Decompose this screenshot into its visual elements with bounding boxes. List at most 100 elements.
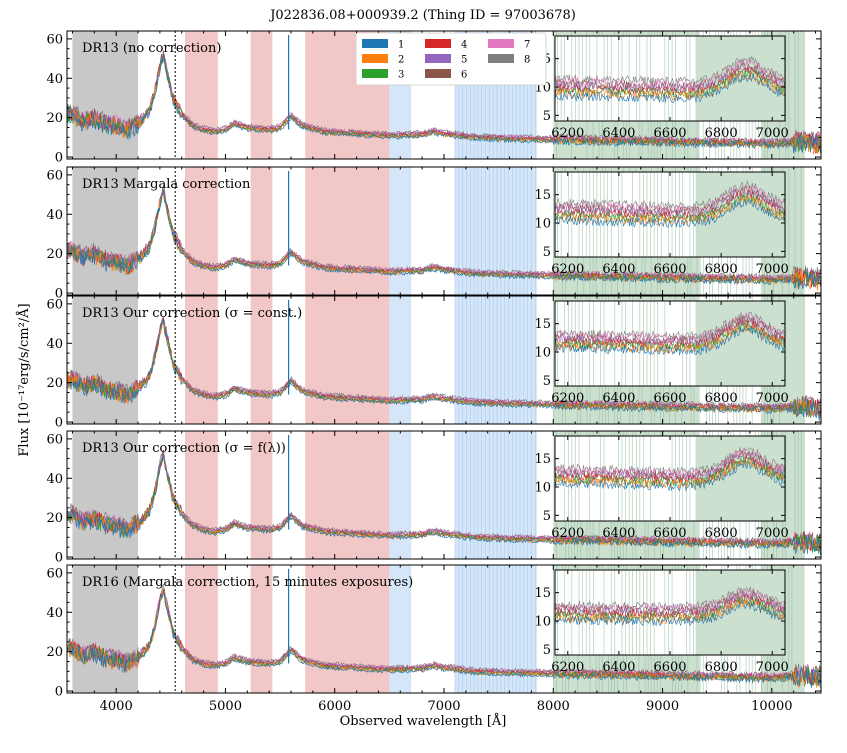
- figure-title: J022836.08+000939.2 (Thing ID = 97003678…: [268, 8, 576, 23]
- inset-x-tick-label: 6800: [705, 126, 738, 141]
- shaded-region-red-3: [305, 431, 390, 559]
- y-tick-label: 60: [46, 297, 63, 312]
- panel-5: 0 20 40 60 DR16 (Margala correction, 15 minu…: [46, 564, 822, 714]
- spectrum-1: [67, 190, 821, 290]
- inset-y-tick-label: 10: [534, 615, 551, 630]
- inset-y-tick-label: 15: [534, 317, 551, 332]
- inset-x-tick-label: 6200: [551, 526, 584, 541]
- legend-swatch-7: [488, 39, 514, 48]
- y-tick-label: 60: [46, 168, 63, 183]
- inset-spectrum-4: [555, 594, 785, 620]
- inset-x-tick-label: 6800: [705, 262, 738, 277]
- inset-y-tick-label: 5: [543, 643, 551, 658]
- inset-x-tick-label: 6200: [551, 391, 584, 406]
- legend-swatch-1: [362, 39, 388, 48]
- panel-label: DR13 Margala correction: [82, 177, 251, 192]
- y-tick-label: 60: [46, 566, 63, 581]
- y-tick-label: 40: [46, 208, 63, 223]
- inset-x-tick-label: 6600: [653, 526, 686, 541]
- spectrum-6: [67, 190, 821, 288]
- panel-label: DR13 (no correction): [82, 41, 221, 56]
- inset-spectrum-8: [555, 446, 785, 477]
- shaded-region-blue-1: [389, 167, 412, 295]
- shaded-region-blue-1: [389, 565, 412, 693]
- panel-label: DR13 Our correction (σ = const.): [82, 306, 302, 321]
- legend-swatch-3: [362, 69, 388, 78]
- x-tick-label: 10000: [751, 699, 792, 714]
- inset-x-tick-label: 7000: [756, 126, 789, 141]
- y-tick-label: 40: [46, 472, 63, 487]
- panel-4: 0 20 40 60 DR13 Our correction (σ = f(λ)) 620…: [46, 430, 822, 566]
- inset-spectrum-8: [555, 311, 785, 341]
- legend-swatch-4: [425, 39, 451, 48]
- legend-entry-2: 2: [398, 55, 404, 66]
- legend-swatch-8: [488, 54, 514, 63]
- inset-spectrum-1: [555, 600, 785, 627]
- inset-y-tick-label: 5: [543, 509, 551, 524]
- y-axis-label: Flux [10⁻¹⁷erg/s/cm²/Å]: [16, 303, 32, 456]
- inset-x-tick-label: 6400: [602, 126, 635, 141]
- shaded-region-red-1: [185, 565, 218, 693]
- panel-label: DR13 Our correction (σ = f(λ)): [82, 441, 286, 456]
- inset-y-tick-label: 10: [534, 346, 551, 361]
- shaded-region-red-3: [305, 296, 390, 424]
- y-tick-label: 60: [46, 432, 63, 447]
- legend: 1 2 3 4 5 6 7 8: [355, 32, 547, 86]
- inset-spectrum-3: [555, 322, 785, 352]
- inset-x-tick-label: 6800: [705, 660, 738, 675]
- inset-spectrum-2: [555, 324, 785, 354]
- shaded-region-red-2: [250, 31, 273, 159]
- y-tick-label: 20: [46, 247, 63, 262]
- inset-spectrum-4: [555, 319, 785, 350]
- shaded-region-red-1: [185, 31, 218, 159]
- panel-2: 0 20 40 60 DR13 Margala correction 6200 6400 66…: [46, 166, 822, 302]
- legend-entry-7: 7: [524, 40, 530, 51]
- inset-x-tick-label: 6600: [653, 660, 686, 675]
- y-tick-label: 20: [46, 376, 63, 391]
- inset-y-tick-label: 5: [543, 374, 551, 389]
- inset-5: 6200 6400 6600 6800 7000 5 10 15: [534, 569, 789, 675]
- inset-x-tick-label: 6200: [551, 262, 584, 277]
- y-tick-label: 0: [55, 551, 63, 566]
- spectrum-2: [67, 322, 821, 418]
- inset-spectrum-7: [555, 184, 785, 214]
- inset-x-tick-label: 6200: [551, 660, 584, 675]
- y-tick-label: 0: [55, 287, 63, 302]
- inset-x-tick-label: 6200: [551, 126, 584, 141]
- legend-entry-6: 6: [461, 70, 467, 81]
- inset-x-tick-label: 6800: [705, 391, 738, 406]
- inset-2: 6200 6400 6600 6800 7000 5 10 15: [534, 171, 789, 277]
- inset-x-tick-label: 6400: [602, 262, 635, 277]
- shaded-region-red-1: [185, 167, 218, 295]
- spectrum-7: [67, 588, 821, 686]
- spectrum-4: [67, 588, 821, 687]
- inset-y-tick-label: 5: [543, 245, 551, 260]
- inset-x-tick-label: 6600: [653, 262, 686, 277]
- y-tick-label: 20: [46, 111, 63, 126]
- inset-x-tick-label: 7000: [756, 262, 789, 277]
- inset-x-tick-label: 6800: [705, 526, 738, 541]
- inset-y-tick-label: 15: [534, 586, 551, 601]
- shaded-region-red-1: [185, 431, 218, 559]
- x-tick-label: 6000: [318, 699, 351, 714]
- inset-x-tick-label: 6400: [602, 526, 635, 541]
- inset-y-tick-label: 15: [534, 452, 551, 467]
- y-tick-label: 20: [46, 645, 63, 660]
- inset-spectrum-1: [555, 73, 785, 104]
- x-axis-label: Observed wavelength [Å]: [340, 713, 507, 729]
- inset-x-tick-label: 6600: [653, 391, 686, 406]
- inset-spectrum-2: [555, 195, 785, 226]
- shaded-region-blue-1: [389, 296, 412, 424]
- inset-x-tick-label: 6400: [602, 391, 635, 406]
- spectrum-1: [67, 589, 821, 688]
- inset-spectrum-7: [555, 59, 785, 89]
- shaded-region-blue-1: [389, 431, 412, 559]
- inset-spectrum-1: [555, 460, 785, 492]
- legend-entry-1: 1: [398, 40, 404, 51]
- spectrum-1: [67, 453, 821, 555]
- y-tick-label: 0: [55, 151, 63, 166]
- spectrum-4: [67, 317, 821, 419]
- inset-4: 6200 6400 6600 6800 7000 5 10 15: [534, 435, 789, 541]
- inset-x-tick-label: 7000: [756, 526, 789, 541]
